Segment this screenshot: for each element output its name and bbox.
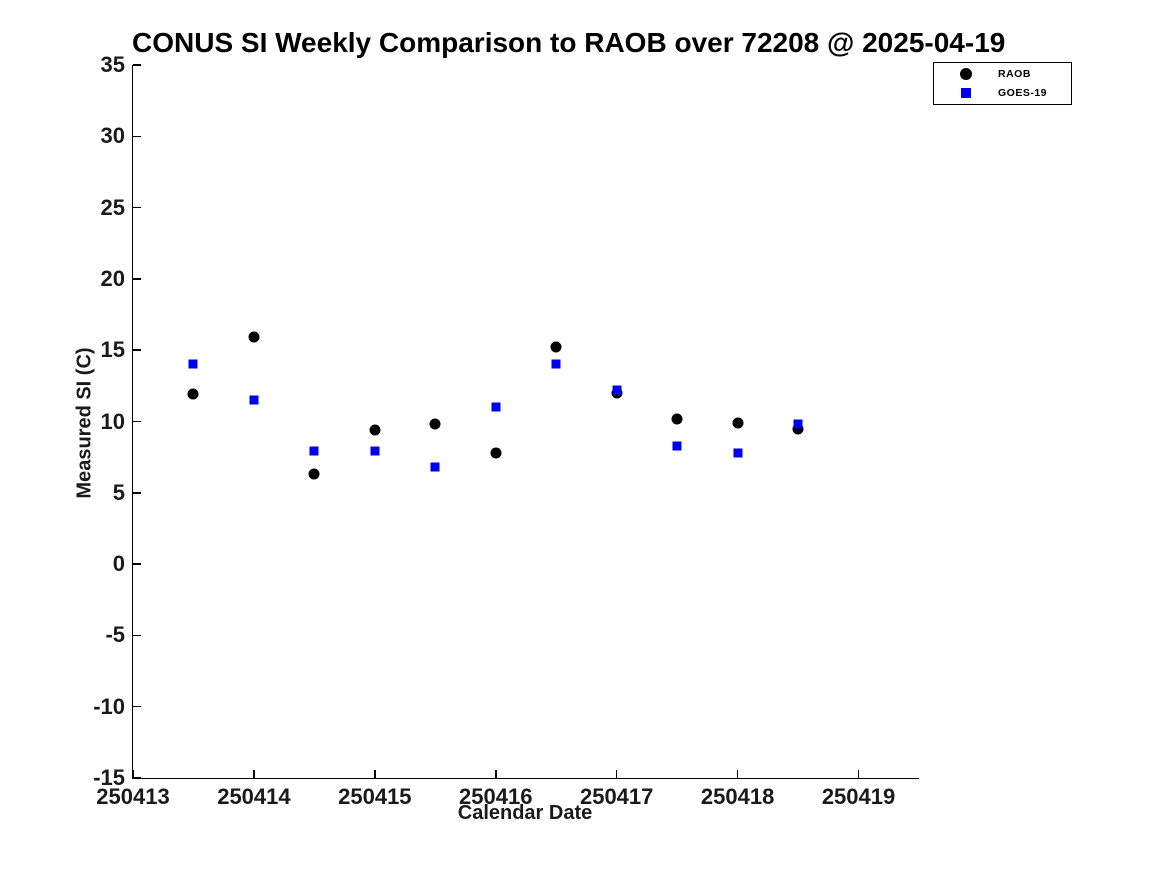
- data-point-goes-19: [672, 441, 682, 451]
- legend-marker-slot: [934, 88, 998, 98]
- y-tick-label: -10: [93, 693, 125, 719]
- x-tick-mark: [495, 770, 497, 778]
- x-tick-label: 250419: [821, 784, 896, 809]
- x-tick-mark: [253, 770, 255, 778]
- x-tick-label: 250413: [96, 784, 170, 809]
- y-tick-label: -5: [105, 622, 125, 648]
- data-point-raob: [187, 388, 199, 400]
- x-tick-mark: [857, 770, 860, 778]
- y-tick-label: 10: [100, 408, 125, 434]
- goes-19-square-marker-icon: [961, 88, 971, 98]
- y-tick-mark: [133, 777, 141, 779]
- data-point-raob: [308, 468, 320, 480]
- x-tick-mark: [615, 770, 618, 778]
- y-tick-label: 15: [100, 337, 125, 363]
- data-point-raob: [671, 413, 683, 425]
- y-tick-label: 0: [112, 551, 125, 577]
- data-point-goes-19: [491, 402, 501, 412]
- y-tick-mark: [133, 135, 141, 138]
- x-tick-label: 250417: [579, 784, 654, 809]
- x-tick-mark: [736, 770, 739, 778]
- data-point-raob: [490, 447, 502, 459]
- raob-circle-marker-icon: [960, 68, 972, 80]
- legend-entry-raob: RAOB: [934, 66, 1071, 82]
- y-tick-mark: [133, 634, 141, 637]
- x-tick-mark: [374, 770, 376, 778]
- legend-label-goes-19: GOES-19: [998, 87, 1048, 99]
- legend-label-raob: RAOB: [998, 68, 1031, 80]
- data-point-raob: [429, 418, 441, 430]
- x-tick-mark: [132, 770, 134, 778]
- x-axis-label: Calendar Date: [457, 802, 593, 824]
- y-tick-mark: [133, 705, 141, 708]
- data-point-raob: [732, 417, 744, 429]
- x-tick-label: 250415: [338, 784, 412, 809]
- y-tick-mark: [133, 349, 141, 351]
- chart-title: CONUS SI Weekly Comparison to RAOB over …: [132, 27, 1006, 58]
- data-point-raob: [550, 341, 562, 353]
- data-point-raob: [369, 424, 381, 436]
- y-tick-label: 25: [100, 194, 125, 220]
- data-point-goes-19: [430, 462, 440, 472]
- x-tick-label: 250416: [459, 784, 533, 809]
- y-tick-mark: [133, 563, 141, 565]
- legend: RAOB GOES-19: [933, 62, 1072, 105]
- data-point-raob: [248, 331, 260, 343]
- y-tick-mark: [133, 206, 141, 209]
- data-point-goes-19: [249, 395, 259, 405]
- y-tick-label: 35: [100, 52, 125, 77]
- y-tick-mark: [133, 492, 141, 494]
- x-tick-label: 250418: [700, 784, 775, 809]
- data-point-goes-19: [733, 448, 743, 458]
- y-tick-mark: [133, 278, 141, 280]
- data-point-goes-19: [551, 359, 561, 369]
- data-point-goes-19: [370, 446, 380, 456]
- legend-entry-goes-19: GOES-19: [934, 85, 1071, 101]
- y-tick-mark: [133, 420, 141, 423]
- plot-area: 35 30 25 20 15 10 5 0 -5 -10 -15 250413 250414 250415…: [93, 53, 919, 809]
- y-tick-label: 5: [112, 479, 125, 505]
- data-point-goes-19: [612, 385, 622, 395]
- y-tick-label: 20: [100, 265, 125, 291]
- y-tick-label: 30: [100, 123, 125, 149]
- data-point-goes-19: [188, 359, 198, 369]
- data-point-goes-19: [309, 446, 319, 456]
- y-axis-label-text: Measured SI (C): [73, 347, 96, 499]
- y-tick-label: -15: [93, 765, 125, 790]
- x-tick-label: 250414: [217, 784, 291, 809]
- data-point-goes-19: [793, 419, 803, 429]
- legend-marker-slot: [934, 68, 998, 80]
- y-tick-mark: [133, 64, 141, 66]
